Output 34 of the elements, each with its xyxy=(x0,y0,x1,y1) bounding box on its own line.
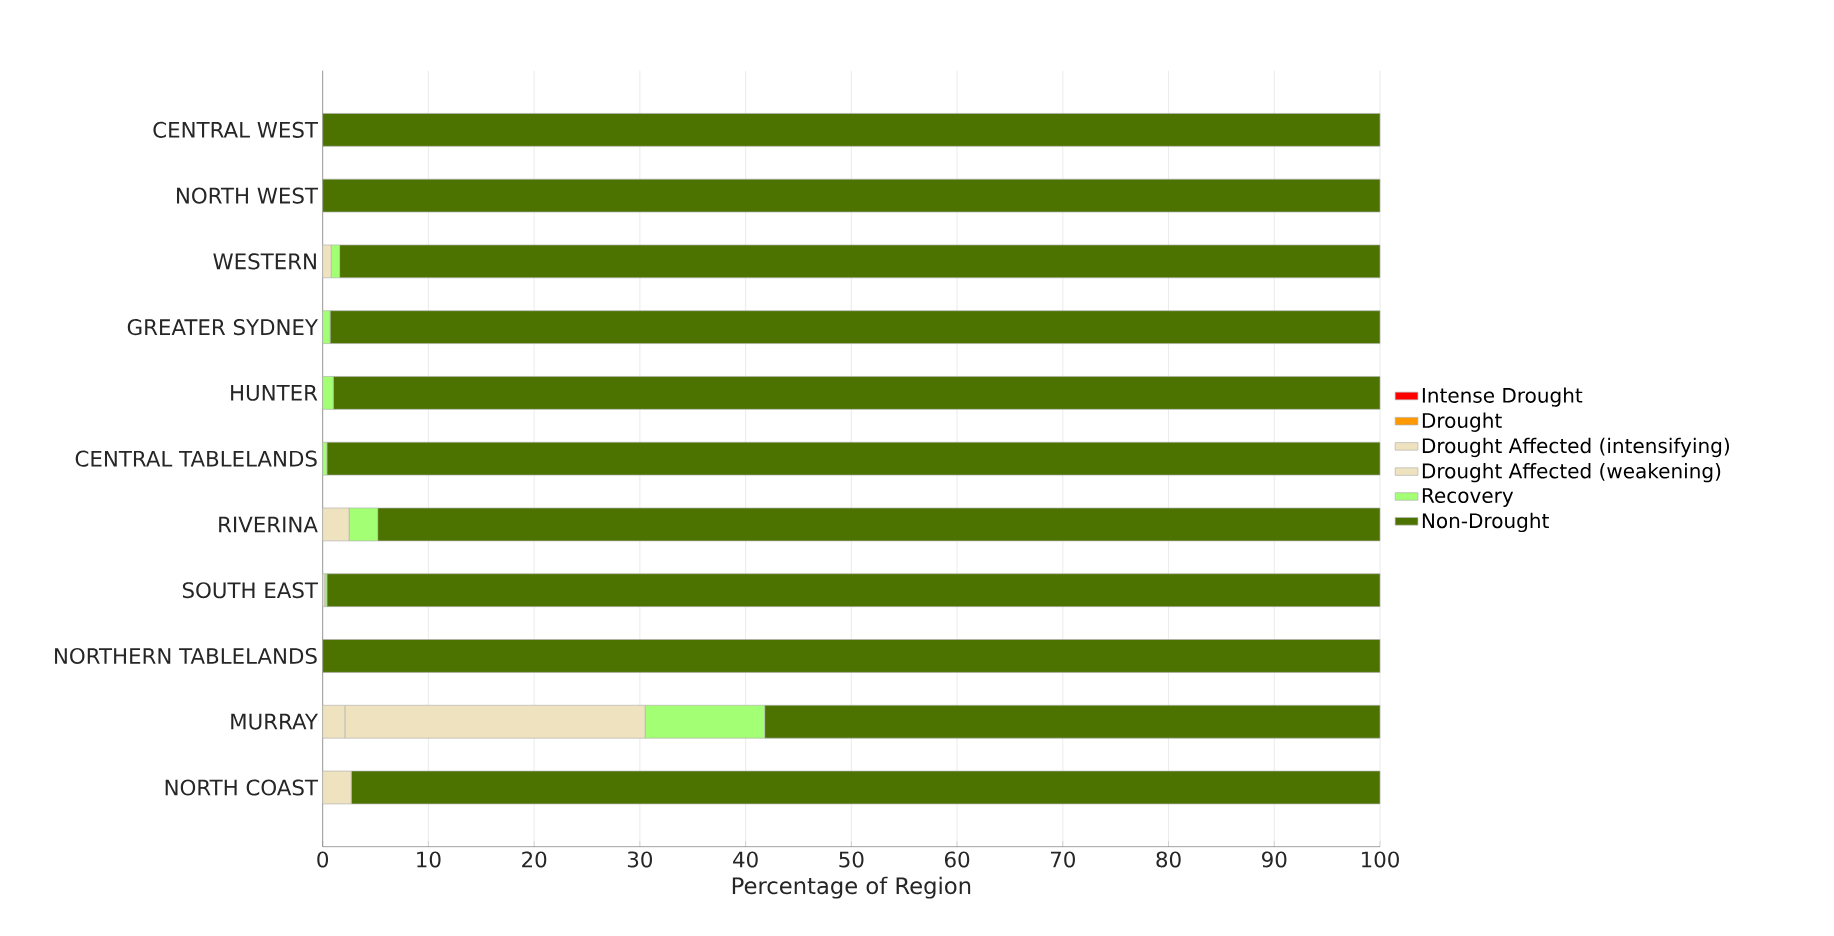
y-tick-label: HUNTER xyxy=(231,384,318,401)
bar xyxy=(322,178,1381,213)
bar xyxy=(322,113,1381,147)
legend-label: Intense Drought xyxy=(1422,387,1583,407)
x-tick-label: 30 xyxy=(627,851,653,868)
legend-label: Drought Affected (intensifying) xyxy=(1422,437,1729,458)
legend-label: Drought Affected (weakening) xyxy=(1422,463,1721,483)
x-tick-label: 60 xyxy=(944,851,970,868)
x-tick-label: 20 xyxy=(522,851,547,868)
y-tick-label: MURRAY xyxy=(231,713,319,730)
legend-label: Recovery xyxy=(1422,488,1514,507)
x-tick-label: 70 xyxy=(1050,851,1075,868)
bar xyxy=(326,573,1381,607)
legend-label: Non-Drought xyxy=(1422,512,1549,533)
x-tick-label: 0 xyxy=(317,851,329,868)
bar xyxy=(322,639,1381,673)
x-tick-label: 10 xyxy=(417,851,441,868)
y-tick-label: WESTERN xyxy=(213,253,316,270)
x-tick-label: 80 xyxy=(1156,851,1181,868)
y-tick-label: SOUTH EAST xyxy=(182,582,319,599)
y-tick-label: NORTH WEST xyxy=(177,187,319,204)
x-tick-label: 90 xyxy=(1262,851,1287,868)
y-tick-label: RIVERINA xyxy=(219,516,318,533)
y-tick-label: GREATER SYDNEY xyxy=(127,319,319,336)
legend-label: Drought xyxy=(1422,412,1502,432)
x-tick-label: 100 xyxy=(1362,851,1399,868)
x-tick-label: 40 xyxy=(733,851,758,868)
bar xyxy=(326,441,1381,476)
y-tick-label: CENTRAL TABLELANDS xyxy=(75,450,317,467)
y-tick-label: NORTHERN TABLELANDS xyxy=(55,647,317,665)
x-tick-label: 50 xyxy=(839,851,864,868)
x-axis-title: Percentage of Region xyxy=(732,876,971,899)
y-tick-label: CENTRAL WEST xyxy=(153,121,319,138)
y-tick-label: NORTH COAST xyxy=(165,779,319,796)
